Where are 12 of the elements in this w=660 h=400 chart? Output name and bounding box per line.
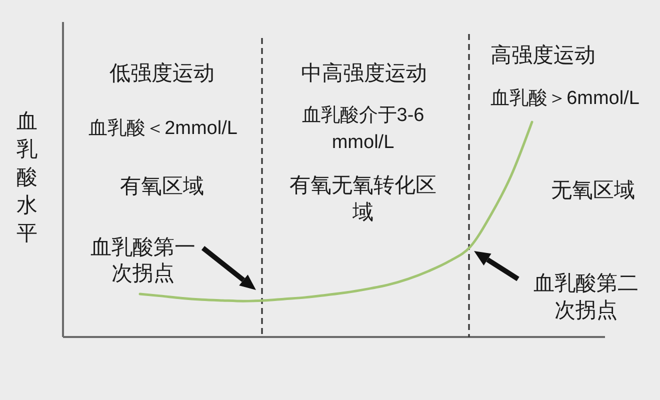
annotation: 血乳酸第二次拐点 (534, 272, 638, 322)
text: 血乳酸＞6mmol/L (490, 88, 640, 108)
annotation: 有氧无氧转化区域 (290, 174, 436, 224)
annotation: 有氧区域 (120, 174, 204, 198)
text: 无氧区域 (551, 178, 635, 202)
annotation: 血乳酸＜2mmol/L (88, 118, 238, 138)
annotation: 血乳酸介于3-6mmol/L (302, 104, 424, 152)
text: 中高强度运动 (301, 62, 427, 84)
text: 高强度运动 (490, 44, 596, 66)
text: 低强度运动 (110, 62, 214, 84)
y-axis-title: 血乳酸水平 (16, 110, 38, 244)
annotation: 血乳酸第一次拐点 (90, 236, 196, 284)
